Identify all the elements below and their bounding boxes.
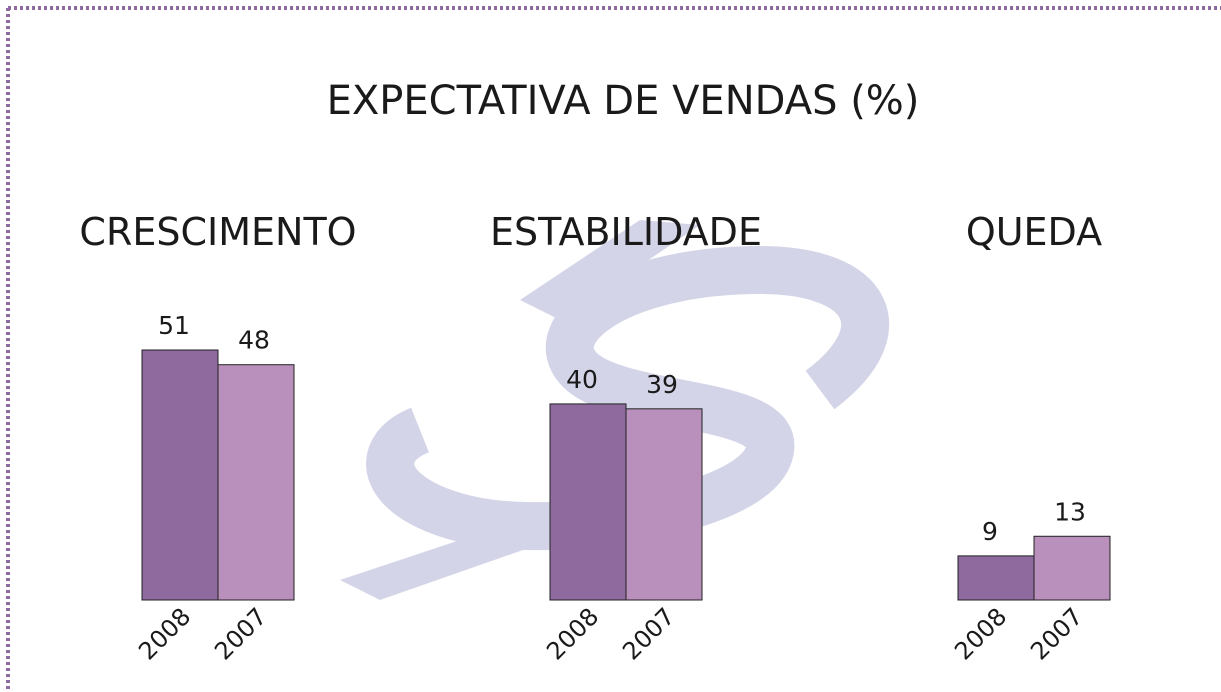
value-label: 9 (982, 517, 998, 546)
bar (1033, 535, 1111, 601)
x-tick-label: 2007 (1025, 602, 1088, 665)
bar (625, 408, 703, 601)
group-label: CRESCIMENTO (79, 210, 356, 254)
x-tick-label: 2008 (541, 602, 604, 665)
x-tick-label: 2008 (133, 602, 196, 665)
value-label: 48 (238, 326, 270, 355)
value-label: 13 (1054, 497, 1086, 526)
group-label: QUEDA (966, 210, 1102, 254)
value-label: 39 (646, 370, 678, 399)
bar (549, 403, 627, 601)
x-tick-label: 2008 (949, 602, 1012, 665)
bar (217, 364, 295, 601)
x-tick-label: 2007 (617, 602, 680, 665)
x-tick-label: 2007 (209, 602, 272, 665)
value-label: 40 (566, 365, 598, 394)
bar (141, 349, 219, 601)
dollar-watermark (340, 220, 889, 600)
group-label: ESTABILIDADE (490, 210, 762, 254)
bar (957, 555, 1035, 601)
value-label: 51 (158, 311, 190, 340)
chart-title: EXPECTATIVA DE VENDAS (%) (327, 78, 920, 124)
